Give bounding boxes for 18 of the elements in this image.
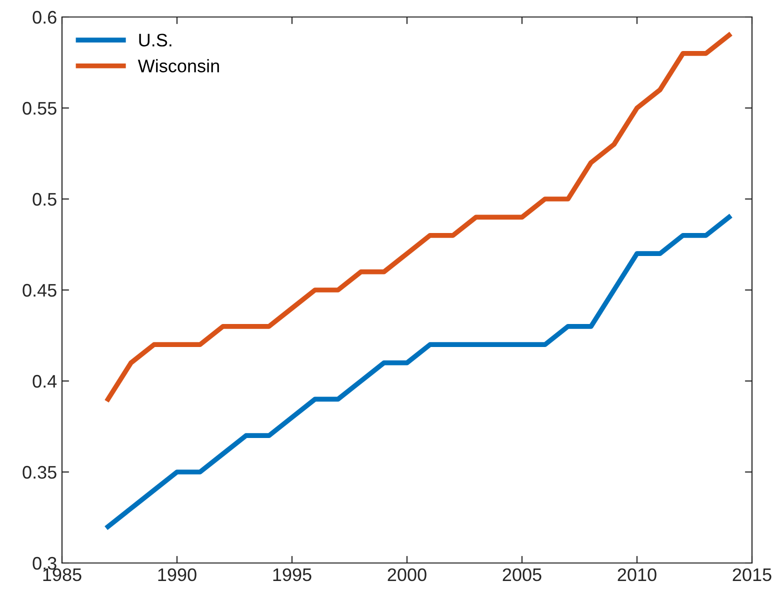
line-series (106, 214, 732, 530)
legend-label: Wisconsin (138, 59, 219, 72)
y-tick-label: 0.3 (32, 556, 56, 570)
y-tick-label: 0.55 (22, 102, 56, 115)
x-tick-label: 1995 (273, 568, 312, 582)
y-tick-label: 0.5 (32, 192, 56, 206)
x-tick-label: 1985 (43, 568, 82, 582)
y-tick-label: 0.35 (22, 466, 56, 479)
x-tick-label: 1990 (158, 568, 196, 582)
y-tick-label: 0.4 (32, 374, 57, 388)
y-tick-label: 0.6 (32, 10, 56, 24)
legend-label: U.S. (139, 34, 172, 47)
line-series (106, 32, 732, 402)
x-tick-label: 2015 (732, 568, 772, 582)
x-tick-label: 2000 (388, 568, 426, 582)
y-tick-label: 0.45 (22, 284, 56, 297)
x-tick-label: 2005 (502, 568, 542, 582)
x-tick-label: 2010 (618, 568, 656, 582)
